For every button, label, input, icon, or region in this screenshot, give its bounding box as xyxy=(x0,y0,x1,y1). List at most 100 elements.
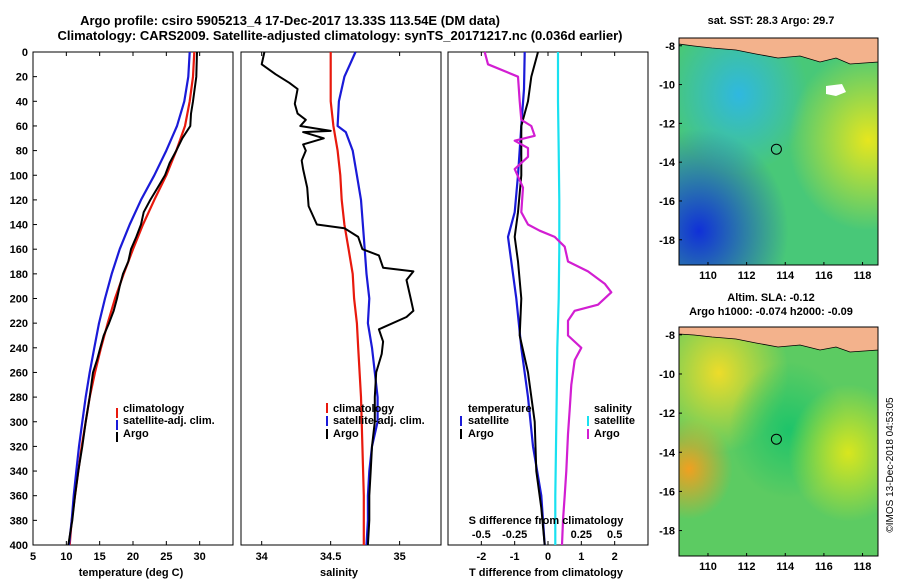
salinity-x-tick-label: 34 xyxy=(256,551,269,563)
depth-tick-label: 0 xyxy=(22,47,28,59)
temperature-x-tick-label: 25 xyxy=(160,551,172,563)
sla-map-land xyxy=(678,326,879,353)
sla-map: Altim. SLA: -0.12 Argo h1000: -0.074 h20… xyxy=(659,292,879,573)
temperature-legend-argo: Argo xyxy=(123,428,149,440)
difference-x-tick-label: -2 xyxy=(476,551,486,563)
sst-map-x-ticks: 110 112 114 116 118 xyxy=(699,262,871,282)
sla-map-y-tick-label: -8 xyxy=(665,330,675,342)
difference-top-tick-label: -0.5 xyxy=(472,529,491,541)
sst-map-y-tick-label: -10 xyxy=(659,80,675,92)
temperature-legend-satellite-adj: satellite-adj. clim. xyxy=(123,415,215,427)
sst-map-y-tick-label: -16 xyxy=(659,196,675,208)
difference-legend-s-argo: Argo xyxy=(594,428,620,440)
difference-top-tick-label: 0.25 xyxy=(571,529,592,541)
sst-map-x-tick-label: 114 xyxy=(776,270,795,282)
salinity-series-climatology xyxy=(329,52,365,545)
difference-legend-s-satellite: satellite xyxy=(594,415,635,427)
difference-axes-frame xyxy=(447,51,649,546)
depth-tick-label: 220 xyxy=(10,318,28,330)
sla-map-frame xyxy=(678,326,879,557)
temperature-x-tick-label: 15 xyxy=(94,551,106,563)
salinity-lines xyxy=(260,51,415,546)
salinity-legend-satellite-adj: satellite-adj. clim. xyxy=(333,415,425,427)
imos-credit: ©IMOS 13-Dec-2018 04:53:05 xyxy=(885,397,896,533)
depth-tick-label: 80 xyxy=(16,146,28,158)
salinity-series-argo xyxy=(260,51,415,546)
depth-tick-label: 360 xyxy=(10,491,28,503)
sst-map-y-tick-label: -18 xyxy=(659,235,675,247)
salinity-legend-climatology: climatology xyxy=(333,403,395,415)
depth-tick-label: 300 xyxy=(10,417,28,429)
difference-legend-t-argo: Argo xyxy=(468,428,494,440)
sst-map-y-tick-label: -8 xyxy=(665,41,675,53)
salinity-panel: 34 34.5 35 salinity climatology satellite-… xyxy=(240,51,442,579)
sla-map-y-tick-label: -14 xyxy=(659,447,676,459)
difference-legend: temperature satellite Argo salinity sate… xyxy=(460,403,635,440)
sst-map-land xyxy=(678,37,879,65)
difference-series-salinity-argo xyxy=(483,51,613,546)
temperature-y-ticks: 0 20 40 60 80 100 120 140 160 180 200 220 240 260 280 3… xyxy=(10,47,37,552)
depth-tick-label: 400 xyxy=(10,540,28,552)
sla-map-x-tick-label: 116 xyxy=(815,561,833,573)
depth-tick-label: 40 xyxy=(16,96,28,108)
sla-map-y-tick-label: -10 xyxy=(659,369,675,381)
temperature-x-tick-label: 10 xyxy=(60,551,72,563)
sla-map-west-patch xyxy=(679,327,878,556)
depth-tick-label: 280 xyxy=(10,392,28,404)
sst-map-title: sat. SST: 28.3 Argo: 29.7 xyxy=(708,15,835,27)
temperature-xlabel: temperature (deg C) xyxy=(79,567,184,579)
salinity-xlabel: salinity xyxy=(320,567,359,579)
salinity-x-ticks: 34 34.5 35 xyxy=(256,52,406,563)
temperature-axes-frame xyxy=(32,51,234,546)
sst-map-x-tick-label: 110 xyxy=(699,270,717,282)
depth-tick-label: 240 xyxy=(10,343,28,355)
difference-top-tick-label: -0.25 xyxy=(502,529,527,541)
difference-top-ticks: -0.5 -0.25 0.25 0.5 xyxy=(472,529,622,541)
sla-map-argo-marker xyxy=(770,433,782,445)
difference-panel: -2 -1 0 1 2 -0.5 -0.25 0.25 0.5 T difference fr… xyxy=(447,51,649,579)
difference-top-tick-label: 0.5 xyxy=(607,529,622,541)
difference-x-tick-label: 1 xyxy=(578,551,584,563)
depth-tick-label: 180 xyxy=(10,269,28,281)
difference-x-tick-label: 0 xyxy=(545,551,551,563)
temperature-x-tick-label: 20 xyxy=(127,551,139,563)
difference-series-temperature-argo xyxy=(513,51,546,546)
sst-map-y-ticks: -8 -10 -12 -14 -16 -18 xyxy=(659,41,682,247)
salinity-x-tick-label: 34.5 xyxy=(320,551,341,563)
temperature-x-ticks: 5 10 15 20 25 30 xyxy=(30,52,206,563)
sst-map-cloud-mask xyxy=(826,84,846,96)
sla-map-title-1: Altim. SLA: -0.12 xyxy=(727,292,814,304)
sst-map-y-tick-label: -12 xyxy=(659,118,675,130)
temperature-panel: 5 10 15 20 25 30 0 20 40 60 80 100 120 140 160 180 200 2… xyxy=(10,47,234,579)
sla-map-x-tick-label: 118 xyxy=(854,561,872,573)
sla-map-title-2: Argo h1000: -0.074 h2000: -0.09 xyxy=(689,306,853,318)
difference-legend-t-satellite: satellite xyxy=(468,415,509,427)
sla-map-x-tick-label: 110 xyxy=(699,561,717,573)
sst-map-warm-patch xyxy=(679,38,878,265)
difference-x-tick-label: -1 xyxy=(510,551,520,563)
depth-tick-label: 100 xyxy=(10,170,28,182)
sst-map-x-tick-label: 112 xyxy=(738,270,756,282)
sla-map-x-tick-label: 112 xyxy=(738,561,756,573)
difference-legend-salinity-title: salinity xyxy=(594,403,633,415)
depth-tick-label: 380 xyxy=(10,515,28,527)
salinity-axes-frame xyxy=(240,51,442,546)
depth-tick-label: 20 xyxy=(16,72,28,84)
sst-map-y-tick-label: -14 xyxy=(659,157,676,169)
temperature-series-satellite-adj-clim- xyxy=(67,51,191,546)
depth-tick-label: 320 xyxy=(10,441,28,453)
depth-tick-label: 60 xyxy=(16,121,28,133)
depth-tick-label: 340 xyxy=(10,466,28,478)
sla-map-x-tick-label: 114 xyxy=(776,561,795,573)
temperature-lines xyxy=(67,51,198,546)
sst-map-x-tick-label: 116 xyxy=(815,270,833,282)
title-line-1: Argo profile: csiro 5905213_4 17-Dec-201… xyxy=(80,13,500,28)
difference-xlabel: T difference from climatology xyxy=(469,567,624,579)
sla-map-y-tick-label: -16 xyxy=(659,486,675,498)
difference-lines xyxy=(483,51,613,546)
difference-top-axis-label: S difference from climatology xyxy=(469,515,625,527)
sla-map-y-ticks: -8 -10 -12 -14 -16 -18 xyxy=(659,330,682,538)
temperature-legend: climatology satellite-adj. clim. Argo xyxy=(116,403,215,442)
title-line-2: Climatology: CARS2009. Satellite-adjuste… xyxy=(58,28,623,43)
